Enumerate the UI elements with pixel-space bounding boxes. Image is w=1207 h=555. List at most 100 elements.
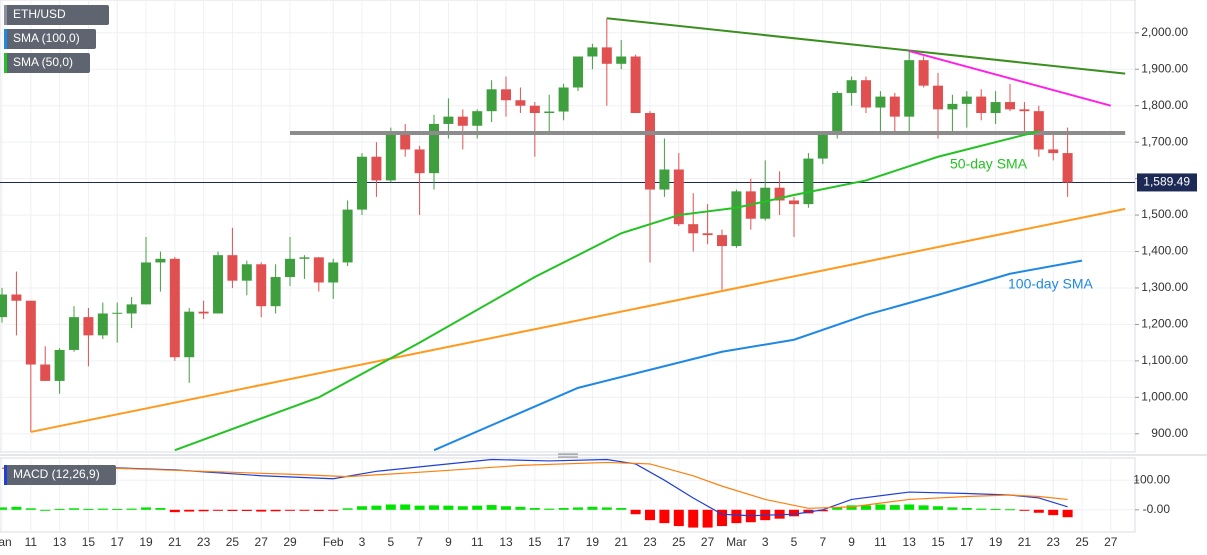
- x-tick-label: 13: [903, 535, 917, 549]
- candle-body: [69, 317, 80, 350]
- y-tick-label: 2,000.00: [1141, 25, 1188, 39]
- candle-body: [342, 209, 353, 263]
- x-tick-label: 17: [960, 535, 974, 549]
- candle-body: [673, 169, 684, 225]
- histogram-bar: [1062, 509, 1073, 518]
- candle-body: [112, 312, 123, 314]
- histogram-bar: [40, 509, 51, 511]
- candle-body: [1005, 102, 1016, 110]
- candle-body: [774, 187, 785, 201]
- trend-line: [606, 17, 1126, 75]
- resize-handle[interactable]: [558, 453, 578, 458]
- candle-body: [25, 300, 36, 365]
- candle-body: [717, 235, 728, 247]
- histogram-bar: [789, 509, 800, 517]
- candle-body: [169, 258, 180, 358]
- candle-body: [645, 113, 656, 190]
- histogram-bar: [861, 505, 872, 510]
- candle-body: [97, 313, 108, 336]
- sma-line: [174, 130, 1040, 452]
- y-tick-label: 1,500.00: [1141, 207, 1188, 221]
- histogram-bar: [429, 505, 440, 510]
- candle-body: [889, 96, 900, 117]
- candle-body: [702, 233, 713, 236]
- candle-body: [40, 364, 51, 381]
- y-tick-label: 1,900.00: [1141, 61, 1188, 75]
- candle-body: [731, 191, 742, 247]
- candle-body: [285, 258, 296, 278]
- histogram-bar: [961, 508, 972, 510]
- x-tick-label: 5: [387, 535, 394, 549]
- candle-body: [817, 134, 828, 159]
- legend-swatch: [4, 53, 7, 73]
- histogram-bar: [601, 507, 612, 510]
- candle-body: [184, 311, 195, 358]
- candle-body: [558, 87, 569, 112]
- x-tick-label: 21: [1018, 535, 1032, 549]
- histogram-bar: [933, 506, 944, 510]
- candle-body: [573, 56, 584, 88]
- histogram-bar: [558, 508, 569, 510]
- x-tick-label: 21: [168, 535, 182, 549]
- histogram-bar: [357, 506, 368, 510]
- candle-body: [1048, 149, 1059, 154]
- x-tick-label: 9: [445, 535, 452, 549]
- histogram-bar: [1048, 509, 1059, 516]
- histogram-bar: [472, 505, 483, 510]
- candle-body: [515, 100, 526, 106]
- candle-body: [213, 255, 224, 314]
- candle-body: [486, 89, 497, 112]
- x-tick-label: 17: [111, 535, 125, 549]
- histogram-bar: [285, 509, 296, 511]
- candle-body: [400, 134, 411, 150]
- legend-swatch: [4, 29, 7, 49]
- histogram-bar: [83, 508, 94, 510]
- histogram-bar: [256, 509, 267, 512]
- x-tick-label: 19: [586, 535, 600, 549]
- candle-body: [54, 349, 65, 381]
- candle-body: [875, 96, 886, 108]
- candle-body: [155, 258, 166, 263]
- histogram-bar: [25, 508, 36, 510]
- x-tick-label: 11: [471, 535, 484, 549]
- x-tick-label: 21: [615, 535, 629, 549]
- x-tick-label: 27: [701, 535, 715, 549]
- x-tick-label: 7: [416, 535, 423, 549]
- x-tick-label: 9: [848, 535, 855, 549]
- candle-body: [0, 294, 8, 318]
- x-tick-label: 27: [1104, 535, 1118, 549]
- histogram-bar: [0, 507, 8, 510]
- candle-body: [1062, 153, 1073, 183]
- x-tick-label: 13: [499, 535, 513, 549]
- candle-body: [1019, 109, 1030, 112]
- histogram-bar: [688, 509, 699, 528]
- histogram-bar: [904, 504, 915, 510]
- histogram-bar: [717, 509, 728, 527]
- legend-box: [4, 5, 109, 25]
- x-tick-label: 27: [255, 535, 269, 549]
- y-tick-label: 1,200.00: [1141, 317, 1188, 331]
- histogram-bar: [342, 508, 353, 510]
- x-tick-label: 3: [359, 535, 366, 549]
- legend-label: SMA (100,0): [13, 31, 80, 45]
- main-panel: [0, 0, 1136, 453]
- histogram-bar: [832, 507, 843, 510]
- candle-body: [961, 96, 972, 104]
- candle-body: [443, 116, 454, 124]
- histogram-bar: [702, 509, 713, 528]
- candle-body: [11, 294, 22, 301]
- histogram-bar: [731, 509, 742, 524]
- macd-line: [2, 461, 1068, 509]
- x-tick-label: 23: [1047, 535, 1061, 549]
- x-tick-label: 15: [528, 535, 542, 549]
- histogram-bar: [673, 509, 684, 527]
- candle-body: [328, 262, 339, 283]
- candle-body: [414, 149, 425, 174]
- y-tick-label: 1,800.00: [1141, 98, 1188, 112]
- candle-body: [429, 123, 440, 174]
- histogram-bar: [817, 509, 828, 512]
- histogram-bar: [184, 509, 195, 512]
- candle-body: [385, 134, 396, 181]
- y-tick-label: 1,100.00: [1141, 353, 1188, 367]
